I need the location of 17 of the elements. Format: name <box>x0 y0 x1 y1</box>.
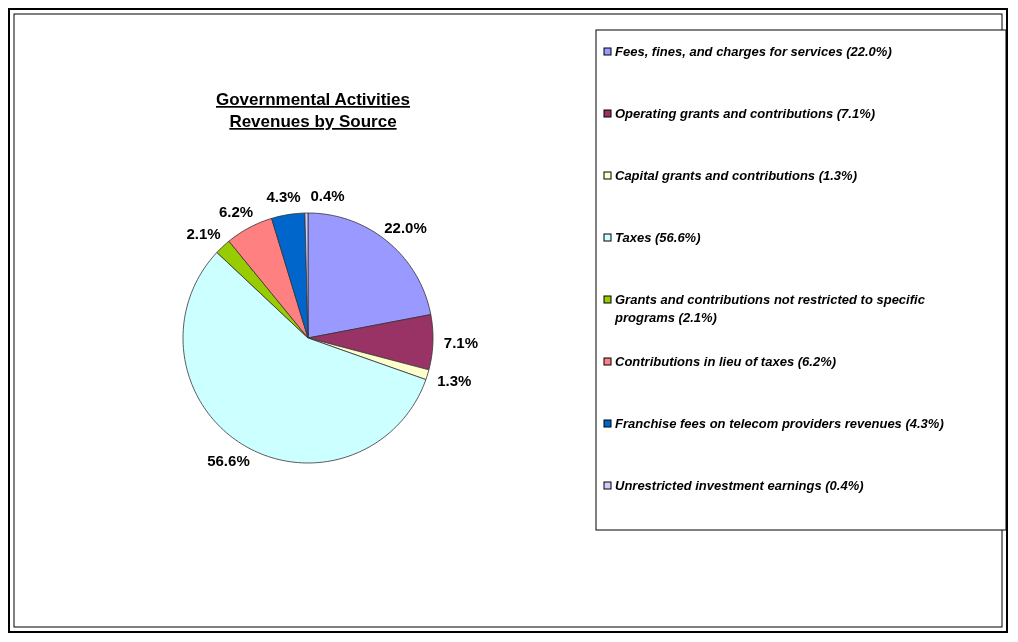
data-label: 1.3% <box>437 371 472 389</box>
legend-label: Grants and contributions not restricted to specific programs (2.1%) <box>614 292 926 325</box>
data-label: 56.6% <box>207 451 250 469</box>
data-label: 7.1% <box>443 334 479 352</box>
data-label: 6.2% <box>218 203 254 221</box>
legend-label: Fees, fines, and charges for services (22.0%) <box>615 44 892 59</box>
legend-label: Capital grants and contributions (1.3%) <box>615 168 857 183</box>
legend-label: Operating grants and contributions (7.1%) <box>615 106 876 121</box>
legend-label: Taxes (56.6%) <box>615 230 701 245</box>
data-label: 4.3% <box>266 188 301 206</box>
legend-label: Contributions in lieu of taxes (6.2%) <box>615 354 837 369</box>
data-label: 22.0% <box>384 219 427 237</box>
data-label: 0.4% <box>310 186 345 204</box>
legend-label: Franchise fees on telecom providers revenues (4.3%) <box>615 416 944 431</box>
text: Governmental Activities Revenues by Source <box>216 90 410 131</box>
data-label: 2.1% <box>186 224 221 242</box>
legend-label: Unrestricted investment earnings (0.4%) <box>615 478 864 493</box>
